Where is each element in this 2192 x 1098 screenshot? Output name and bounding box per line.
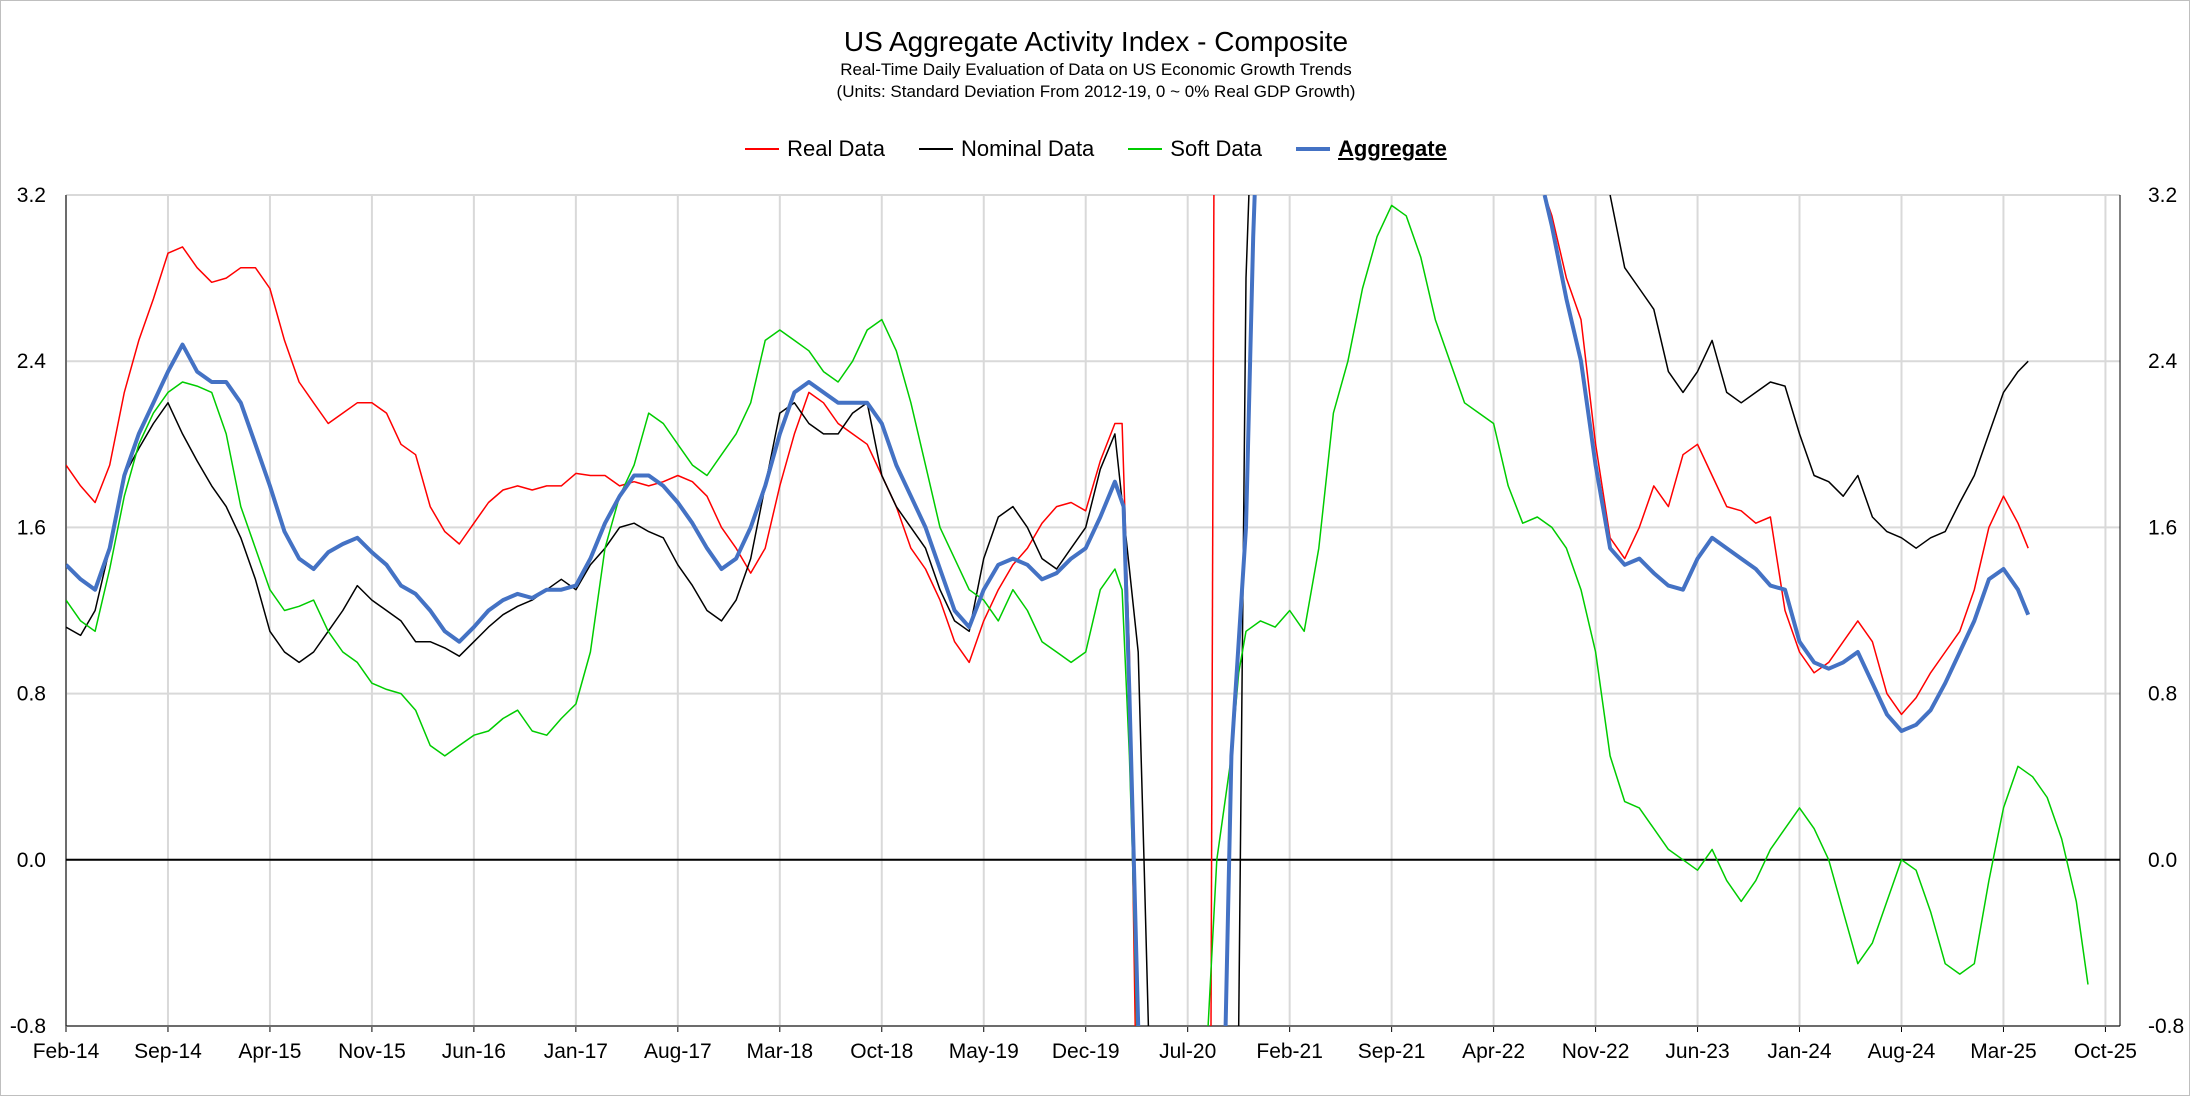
series-line-nominal-data — [66, 402, 1150, 1026]
y-tick-label-right: -0.8 — [2148, 1015, 2184, 1038]
x-tick-label: Feb-21 — [1256, 1040, 1323, 1063]
legend-label-aggregate: Aggregate — [1338, 136, 1447, 161]
legend-label-soft-data: Soft Data — [1170, 136, 1263, 161]
y-tick-label-left: 3.2 — [17, 184, 46, 207]
series-line-real-data — [66, 246, 1136, 1026]
series-line-real-data — [1210, 195, 1215, 1026]
chart-title: US Aggregate Activity Index - Composite — [843, 26, 1349, 57]
y-tick-label-left: 0.8 — [17, 683, 46, 706]
chart-subtitle: Real-Time Daily Evaluation of Data on US… — [840, 60, 1352, 79]
legend-item-nominal-data[interactable]: Nominal Data — [919, 136, 1094, 162]
x-tick-label: Nov-15 — [338, 1040, 406, 1063]
series-line-nominal-data — [1237, 195, 1250, 1026]
y-tick-label-right: 0.0 — [2148, 849, 2177, 872]
y-tick-label-left: 0.0 — [17, 849, 46, 872]
series-line-soft-data — [66, 318, 1138, 1026]
y-tick-label-left: 1.6 — [17, 516, 46, 539]
y-tick-label-right: 3.2 — [2148, 184, 2177, 207]
x-tick-label: May-19 — [949, 1040, 1019, 1063]
y-tick-label-right: 0.8 — [2148, 683, 2177, 706]
x-tick-label: Sep-21 — [1358, 1040, 1426, 1063]
x-tick-label: Dec-19 — [1052, 1040, 1120, 1063]
x-tick-label: Oct-18 — [850, 1040, 913, 1063]
x-tick-label: Aug-24 — [1868, 1040, 1936, 1063]
legend-swatch-aggregate — [1296, 147, 1331, 151]
x-tick-label: Jun-16 — [442, 1040, 506, 1063]
y-tick-label-left: -0.8 — [10, 1015, 46, 1038]
legend-item-soft-data[interactable]: Soft Data — [1128, 136, 1262, 162]
y-tick-label-left: 2.4 — [17, 350, 47, 373]
series-line-real-data — [1543, 195, 2029, 716]
x-tick-label: Jan-24 — [1767, 1040, 1832, 1063]
x-tick-label: Jun-23 — [1665, 1040, 1729, 1063]
series-line-soft-data — [1207, 204, 2089, 1026]
series-line-nominal-data — [1609, 195, 2029, 549]
series-line-aggregate — [1542, 195, 2031, 733]
x-tick-label: Sep-14 — [134, 1040, 202, 1063]
legend-swatch-nominal-data — [919, 148, 954, 150]
legend-label-real-data: Real Data — [787, 136, 886, 161]
legend: Real Data Nominal Data Soft Data Aggrega… — [0, 136, 2192, 162]
y-tick-label-right: 1.6 — [2148, 516, 2177, 539]
x-tick-label: Feb-14 — [33, 1040, 100, 1063]
y-tick-label-right: 2.4 — [2148, 350, 2178, 373]
legend-swatch-soft-data — [1128, 148, 1163, 150]
legend-swatch-real-data — [745, 148, 780, 150]
x-tick-label: Aug-17 — [644, 1040, 712, 1063]
chart-units-note: (Units: Standard Deviation From 2012-19,… — [836, 82, 1356, 101]
x-tick-label: Oct-25 — [2074, 1040, 2137, 1063]
x-tick-label: Apr-22 — [1462, 1040, 1525, 1063]
series-line-aggregate — [66, 342, 1141, 1026]
x-tick-label: Jul-20 — [1159, 1040, 1216, 1063]
x-tick-label: Apr-15 — [238, 1040, 301, 1063]
x-tick-label: Mar-18 — [747, 1040, 814, 1063]
legend-item-real-data[interactable]: Real Data — [745, 136, 885, 162]
series-line-aggregate — [1223, 195, 1257, 1026]
legend-label-nominal-data: Nominal Data — [961, 136, 1095, 161]
legend-item-aggregate[interactable]: Aggregate — [1296, 136, 1447, 162]
x-tick-label: Nov-22 — [1562, 1040, 1630, 1063]
x-tick-label: Mar-25 — [1970, 1040, 2037, 1063]
x-tick-label: Jan-17 — [544, 1040, 608, 1063]
